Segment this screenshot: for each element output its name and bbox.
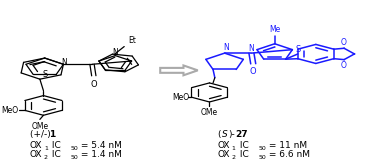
Text: Me: Me — [269, 25, 280, 34]
Text: 2: 2 — [44, 155, 48, 160]
Text: = 5.4 nM: = 5.4 nM — [78, 141, 122, 150]
Text: MeO: MeO — [1, 106, 19, 115]
FancyArrow shape — [160, 65, 198, 75]
Text: (+/-): (+/-) — [30, 130, 53, 139]
Text: (: ( — [217, 130, 221, 139]
Text: OMe: OMe — [201, 108, 218, 117]
Text: 1: 1 — [232, 145, 235, 150]
Text: OX: OX — [217, 150, 230, 159]
Text: O: O — [341, 61, 346, 70]
Text: S: S — [295, 45, 301, 54]
Text: = 6.6 nM: = 6.6 nM — [266, 150, 310, 159]
Text: IC: IC — [237, 141, 249, 150]
Text: IC: IC — [50, 141, 61, 150]
Text: 1: 1 — [50, 130, 56, 139]
Text: Et: Et — [128, 36, 136, 45]
Text: MeO: MeO — [173, 93, 190, 102]
Text: O: O — [90, 80, 97, 89]
Text: O: O — [341, 38, 346, 47]
Text: N: N — [61, 58, 67, 67]
Text: 1: 1 — [44, 145, 48, 150]
Text: = 11 nM: = 11 nM — [266, 141, 307, 150]
Text: OMe: OMe — [32, 122, 49, 131]
Text: 50: 50 — [71, 155, 79, 160]
Text: 50: 50 — [259, 145, 266, 150]
Text: OX: OX — [217, 141, 230, 150]
Text: S: S — [42, 70, 47, 79]
Text: IC: IC — [50, 150, 61, 159]
Text: 27: 27 — [236, 130, 248, 139]
Text: S: S — [222, 130, 228, 139]
Text: 50: 50 — [71, 145, 79, 150]
Text: O: O — [250, 67, 257, 76]
Text: 50: 50 — [259, 155, 266, 160]
Text: N: N — [112, 48, 118, 57]
Text: OX: OX — [30, 141, 42, 150]
Text: N: N — [248, 44, 254, 53]
Text: = 1.4 nM: = 1.4 nM — [78, 150, 122, 159]
Text: IC: IC — [237, 150, 249, 159]
Text: )-: )- — [228, 130, 235, 139]
Text: OX: OX — [30, 150, 42, 159]
Text: 2: 2 — [232, 155, 236, 160]
Text: N: N — [223, 43, 229, 52]
